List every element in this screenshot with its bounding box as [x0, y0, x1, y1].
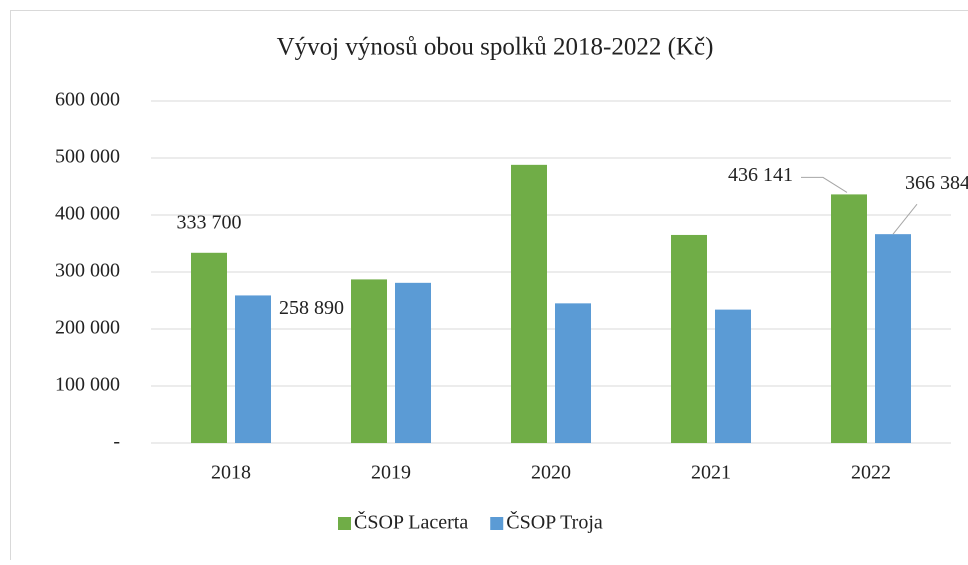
y-tick-label: 200 000 — [55, 317, 120, 339]
data-label: 258 890 — [279, 297, 344, 319]
legend-swatch — [338, 517, 351, 530]
data-label: 436 141 — [728, 164, 793, 186]
bar — [395, 283, 431, 443]
legend-label: ČSOP Lacerta — [354, 510, 468, 534]
y-tick-label: 100 000 — [55, 374, 120, 396]
x-tick-label: 2019 — [371, 462, 411, 484]
y-tick-label: 500 000 — [55, 146, 120, 168]
y-tick-label: - — [113, 431, 120, 453]
data-label: 333 700 — [177, 211, 242, 233]
chart-border — [11, 11, 968, 561]
bar — [351, 279, 387, 443]
y-tick-label: 300 000 — [55, 260, 120, 282]
bar — [191, 253, 227, 443]
bar — [875, 234, 911, 443]
x-tick-label: 2018 — [211, 462, 251, 484]
y-tick-label: 400 000 — [55, 203, 120, 225]
legend-label: ČSOP Troja — [506, 510, 603, 534]
x-tick-label: 2021 — [691, 462, 731, 484]
bar — [555, 303, 591, 443]
bar — [511, 165, 547, 443]
bar — [715, 310, 751, 443]
y-tick-label: 600 000 — [55, 89, 120, 111]
legend-swatch — [490, 517, 503, 530]
x-tick-label: 2020 — [531, 462, 571, 484]
bar — [671, 235, 707, 443]
bar — [235, 295, 271, 443]
chart-title: Vývoj výnosů obou spolků 2018-2022 (Kč) — [277, 34, 714, 61]
data-label: 366 384,0 — [905, 172, 968, 194]
bar — [831, 194, 867, 443]
x-tick-label: 2022 — [851, 462, 891, 484]
